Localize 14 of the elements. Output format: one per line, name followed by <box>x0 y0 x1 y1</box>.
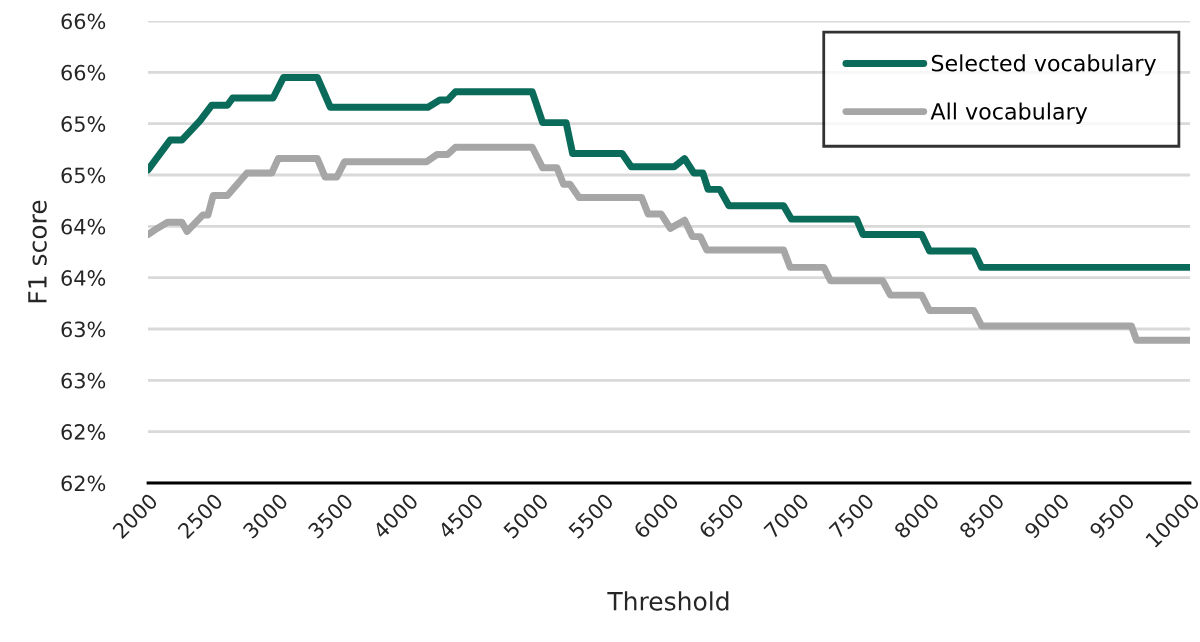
y-tick-label: 63% <box>61 372 106 389</box>
y-tick-label: 65% <box>61 167 106 184</box>
legend-label: All vocabulary <box>930 102 1088 125</box>
y-tick-label: 64% <box>61 218 106 235</box>
y-tick-label: 63% <box>61 321 106 338</box>
legend-label: Selected vocabulary <box>931 54 1156 76</box>
y-tick-label: 66% <box>61 13 106 30</box>
y-tick-label: 66% <box>61 64 106 81</box>
y-tick-label: 64% <box>61 270 106 286</box>
x-axis-title: Threshold <box>607 591 729 611</box>
y-axis-title: F1 score <box>28 200 47 303</box>
y-tick-label: 62% <box>61 424 106 440</box>
y-tick-label: 65% <box>61 116 106 132</box>
y-tick-label: 62% <box>61 475 106 492</box>
